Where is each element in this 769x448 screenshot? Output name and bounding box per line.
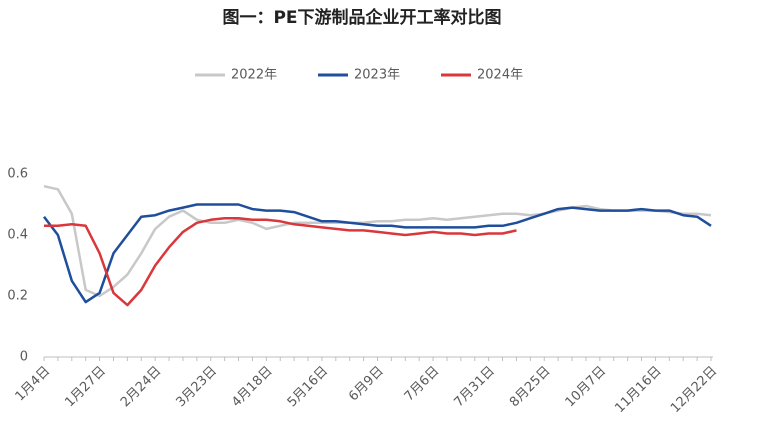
x-tick-label: 2月24日 — [118, 364, 165, 411]
x-tick-label: 8月25日 — [507, 364, 554, 411]
x-tick-label: 11月16日 — [612, 364, 664, 416]
series-line — [43, 184, 712, 298]
y-tick-label: 0.4 — [7, 228, 28, 243]
x-tick-label: 1月4日 — [13, 364, 54, 405]
x-tick-label: 7月6日 — [402, 364, 443, 405]
y-tick-label: 0.2 — [7, 289, 28, 304]
legend-label: 2023年 — [354, 68, 400, 83]
x-tick-label: 12月22日 — [668, 364, 720, 416]
series-line — [44, 216, 517, 307]
y-tick-label: 0.6 — [7, 167, 28, 182]
y-tick-label: 0 — [20, 350, 28, 365]
x-tick-label: 3月23日 — [174, 364, 221, 411]
x-tick-label: 6月9日 — [346, 364, 387, 405]
chart-title: 图一：PE下游制品企业开工率对比图 — [222, 7, 501, 28]
x-tick-label: 7月31日 — [451, 364, 498, 411]
legend-label: 2022年 — [231, 68, 277, 83]
x-tick-label: 5月16日 — [285, 364, 332, 411]
series-line — [43, 203, 712, 304]
x-tick-label: 4月18日 — [229, 364, 276, 411]
x-tick-label: 1月27日 — [62, 364, 109, 411]
x-tick-label: 10月7日 — [563, 364, 610, 411]
legend-label: 2024年 — [477, 68, 523, 83]
